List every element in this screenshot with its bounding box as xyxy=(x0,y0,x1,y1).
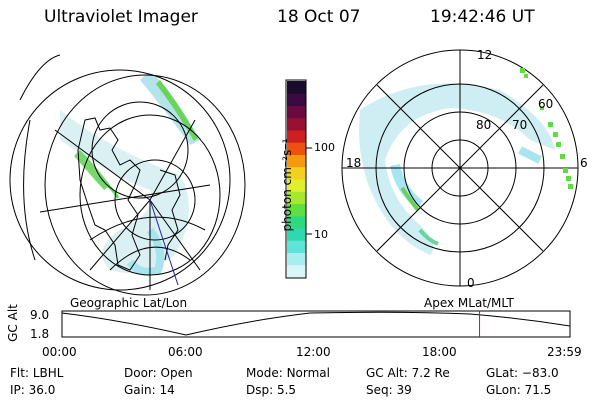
polar-aurora xyxy=(359,83,555,255)
polar-mlt-18: 18 xyxy=(346,156,362,170)
polar-mlt-12: 12 xyxy=(477,48,493,62)
status-dsp: Dsp: 5.5 xyxy=(246,383,297,397)
timeline-ytick-top: 9.0 xyxy=(30,308,50,322)
polar-lat-60: 60 xyxy=(538,97,554,111)
colorbar-swatch xyxy=(287,264,306,278)
colorbar-swatch xyxy=(287,191,306,204)
colorbar-swatch xyxy=(287,93,306,106)
apex-caption: Apex MLat/MLT xyxy=(424,296,514,310)
colorbar-tick-100: 100 xyxy=(314,141,335,154)
status-mode: Mode: Normal xyxy=(246,366,330,380)
status-flt: Flt: LBHL xyxy=(10,366,64,380)
colorbar-swatch xyxy=(287,117,306,131)
instrument-title: Ultraviolet Imager xyxy=(44,7,198,27)
polar-dots xyxy=(520,68,573,189)
colorbar-tick-10: 10 xyxy=(314,228,328,241)
status-glat: GLat: −83.0 xyxy=(486,366,559,380)
colorbar-swatch xyxy=(287,228,306,241)
colorbar-swatch xyxy=(287,154,306,168)
geo-caption: Geographic Lat/Lon xyxy=(70,296,188,310)
status-gcalt: GC Alt: 7.2 Re xyxy=(366,366,450,380)
timeline-xtick-3: 18:00 xyxy=(422,345,457,359)
polar-map xyxy=(341,49,579,287)
colorbar-swatch xyxy=(287,240,306,253)
altitude-curve xyxy=(61,311,571,336)
timeline-xtick-0: 00:00 xyxy=(42,345,77,359)
timeline-ylabel: GC Alt xyxy=(6,304,20,342)
status-ip: IP: 36.0 xyxy=(10,383,56,397)
status-seq: Seq: 39 xyxy=(366,383,412,397)
timeline-ytick-bottom: 1.8 xyxy=(30,327,50,341)
colorbar-swatch xyxy=(287,81,306,94)
timeline-xtick-2: 12:00 xyxy=(296,345,331,359)
polar-mlt-0: 0 xyxy=(467,276,475,290)
polar-grid xyxy=(341,49,579,287)
status-glon: GLon: 71.5 xyxy=(486,383,552,397)
colorbar-label: photon cm⁻²s⁻¹ xyxy=(280,138,294,232)
colorbar-swatch xyxy=(287,105,306,119)
altitude-timeline xyxy=(61,310,571,338)
colorbar-swatch xyxy=(287,142,306,155)
status-gain: Gain: 14 xyxy=(124,383,175,397)
colorbar-swatch xyxy=(287,130,306,143)
time-label: 19:42:46 UT xyxy=(430,7,535,27)
status-door: Door: Open xyxy=(124,366,193,380)
colorbar-swatch xyxy=(287,203,306,217)
colorbar-swatch xyxy=(287,166,306,180)
colorbar xyxy=(285,79,312,279)
colorbar-swatch xyxy=(287,252,306,266)
colorbar-swatch xyxy=(287,215,306,229)
geographic-map xyxy=(9,54,246,296)
timeline-xtick-4: 23:59 xyxy=(547,345,582,359)
timeline-xtick-1: 06:00 xyxy=(168,345,203,359)
terminator-line xyxy=(149,199,179,286)
coastline xyxy=(77,117,141,271)
polar-mlt-6: 6 xyxy=(580,156,588,170)
polar-lat-70: 70 xyxy=(512,118,528,132)
date-label: 18 Oct 07 xyxy=(277,7,361,27)
polar-lat-80: 80 xyxy=(476,118,492,132)
colorbar-swatch xyxy=(287,179,306,192)
